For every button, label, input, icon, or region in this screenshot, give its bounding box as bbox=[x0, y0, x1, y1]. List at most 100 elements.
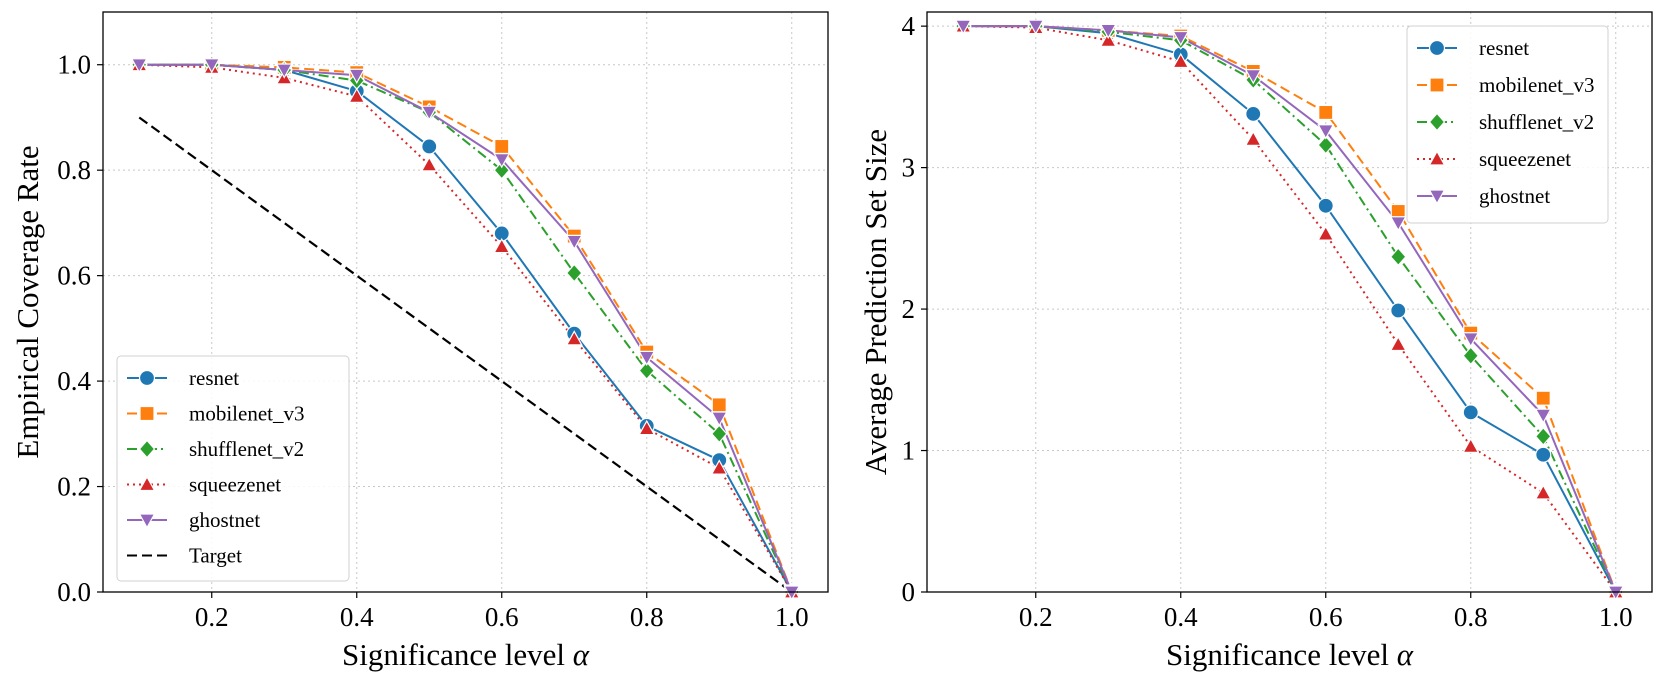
data-point-ghostnet bbox=[1317, 124, 1335, 140]
x-tick-label: 1.0 bbox=[1599, 602, 1633, 632]
legend-label: Target bbox=[189, 544, 242, 568]
data-point-mobilenet_v3 bbox=[1318, 104, 1334, 121]
data-point-squeezenet bbox=[493, 237, 511, 254]
data-point-shufflenet_v2 bbox=[1534, 426, 1552, 446]
legend-marker-ghostnet bbox=[138, 513, 156, 529]
legend-label: mobilenet_v3 bbox=[189, 402, 304, 426]
legend-marker-shufflenet_v2 bbox=[1428, 112, 1446, 132]
data-point-squeezenet bbox=[565, 330, 583, 346]
data-point-squeezenet bbox=[710, 459, 728, 475]
data-point-ghostnet bbox=[275, 63, 293, 79]
data-point-mobilenet_v3 bbox=[711, 397, 727, 413]
data-point-resnet bbox=[1390, 302, 1407, 319]
x-axis-label: Significance level α bbox=[1166, 637, 1414, 672]
legend-marker-resnet bbox=[138, 369, 156, 387]
series-line-squeezenet bbox=[139, 63, 793, 593]
series-line-squeezenet bbox=[963, 25, 1617, 593]
data-point-ghostnet bbox=[420, 105, 438, 121]
x-tick-label: 0.4 bbox=[1164, 602, 1198, 632]
data-point-shufflenet_v2 bbox=[1389, 247, 1407, 267]
legend-marker-shufflenet_v2 bbox=[138, 439, 156, 459]
chart-coverage: 0.2 0.4 0.6 0.8 1.0 0.0 0.2 0.4 0.6 0.8 1.0 Signifi… bbox=[10, 11, 829, 672]
x-tick-label: 0.6 bbox=[1309, 602, 1343, 632]
data-point-ghostnet bbox=[1462, 332, 1480, 348]
x-tick-label: 1.0 bbox=[775, 602, 809, 632]
legend-label: squeezenet bbox=[189, 473, 281, 497]
data-point-shufflenet_v2 bbox=[638, 361, 656, 380]
legend: resnet mobilenet_v3 shufflenet_v2 squeezene… bbox=[116, 355, 350, 582]
data-point-squeezenet bbox=[638, 419, 656, 436]
data-point-ghostnet bbox=[1534, 408, 1552, 424]
chart-setsize: 0.2 0.4 0.6 0.8 1.0 0 1 2 3 4 Significance level α… bbox=[858, 11, 1653, 672]
x-tick-label: 0.8 bbox=[630, 602, 664, 632]
data-point-squeezenet bbox=[348, 87, 366, 103]
data-point-ghostnet bbox=[203, 58, 221, 74]
y-axis-label: Empirical Coverage Rate bbox=[10, 145, 45, 458]
legend-label: ghostnet bbox=[189, 508, 260, 532]
legend-label: shufflenet_v2 bbox=[1479, 110, 1594, 134]
data-point-ghostnet bbox=[1607, 585, 1625, 601]
data-point-ghostnet bbox=[1172, 30, 1190, 47]
y-tick-label: 2 bbox=[902, 294, 916, 324]
legend-marker-ghostnet bbox=[1428, 189, 1446, 205]
data-point-ghostnet bbox=[954, 19, 972, 35]
data-point-ghostnet bbox=[710, 411, 728, 427]
data-point-shufflenet_v2 bbox=[565, 263, 583, 283]
series-group bbox=[130, 55, 801, 602]
data-point-resnet bbox=[1535, 446, 1552, 463]
x-tick-label: 0.4 bbox=[340, 602, 374, 632]
y-tick-label: 0.2 bbox=[57, 472, 91, 502]
legend-label: resnet bbox=[189, 366, 239, 390]
legend-marker-mobilenet_v3 bbox=[1429, 77, 1445, 93]
data-point-resnet bbox=[1245, 105, 1262, 122]
data-point-ghostnet bbox=[1244, 69, 1262, 85]
legend-label: squeezenet bbox=[1479, 147, 1571, 171]
plot-frame bbox=[926, 11, 1653, 593]
legend-frame bbox=[116, 355, 350, 582]
x-tick-label: 0.2 bbox=[1019, 602, 1053, 632]
y-tick-label: 0.4 bbox=[57, 366, 91, 396]
legend-label: mobilenet_v3 bbox=[1479, 73, 1594, 97]
data-point-shufflenet_v2 bbox=[493, 160, 511, 180]
data-point-squeezenet bbox=[1389, 335, 1407, 352]
data-point-resnet bbox=[421, 138, 438, 155]
data-point-resnet bbox=[1462, 404, 1479, 421]
y-tick-label: 1 bbox=[902, 436, 916, 466]
data-point-shufflenet_v2 bbox=[1317, 135, 1335, 155]
y-tick-label: 0.0 bbox=[57, 577, 91, 607]
data-point-resnet bbox=[1317, 197, 1334, 214]
data-point-squeezenet bbox=[420, 156, 438, 172]
data-point-ghostnet bbox=[1099, 23, 1117, 40]
x-tick-label: 0.8 bbox=[1454, 602, 1488, 632]
data-point-squeezenet bbox=[1099, 31, 1117, 47]
data-point-shufflenet_v2 bbox=[710, 424, 728, 444]
data-point-ghostnet bbox=[565, 234, 583, 251]
y-tick-label: 3 bbox=[902, 153, 916, 183]
series-line-mobilenet_v3 bbox=[139, 63, 793, 593]
data-point-ghostnet bbox=[493, 153, 511, 169]
data-point-squeezenet bbox=[1244, 130, 1262, 146]
x-tick-label: 0.6 bbox=[485, 602, 519, 632]
y-tick-label: 0 bbox=[902, 577, 916, 607]
legend-frame bbox=[1406, 25, 1609, 224]
data-point-ghostnet bbox=[348, 68, 366, 85]
legend-marker-mobilenet_v3 bbox=[139, 405, 155, 422]
legend-marker-resnet bbox=[1428, 39, 1446, 57]
legend-marker-squeezenet bbox=[1428, 150, 1446, 166]
x-tick-label: 0.2 bbox=[195, 602, 229, 632]
y-axis-label: Average Prediction Set Size bbox=[858, 129, 893, 475]
legend-label: ghostnet bbox=[1479, 184, 1550, 208]
series-group bbox=[954, 16, 1625, 602]
y-tick-label: 1.0 bbox=[57, 50, 91, 80]
series-line-ghostnet bbox=[963, 25, 1617, 593]
y-tick-label: 0.8 bbox=[57, 155, 91, 185]
y-tick-label: 0.6 bbox=[57, 261, 91, 291]
y-tick-label: 4 bbox=[902, 11, 916, 41]
data-point-ghostnet bbox=[1389, 216, 1407, 232]
x-axis-symbol: α bbox=[573, 637, 590, 672]
data-point-ghostnet bbox=[1027, 19, 1045, 35]
x-axis-symbol: α bbox=[1397, 637, 1414, 672]
data-point-squeezenet bbox=[1534, 484, 1552, 500]
series-line-ghostnet bbox=[139, 63, 793, 593]
